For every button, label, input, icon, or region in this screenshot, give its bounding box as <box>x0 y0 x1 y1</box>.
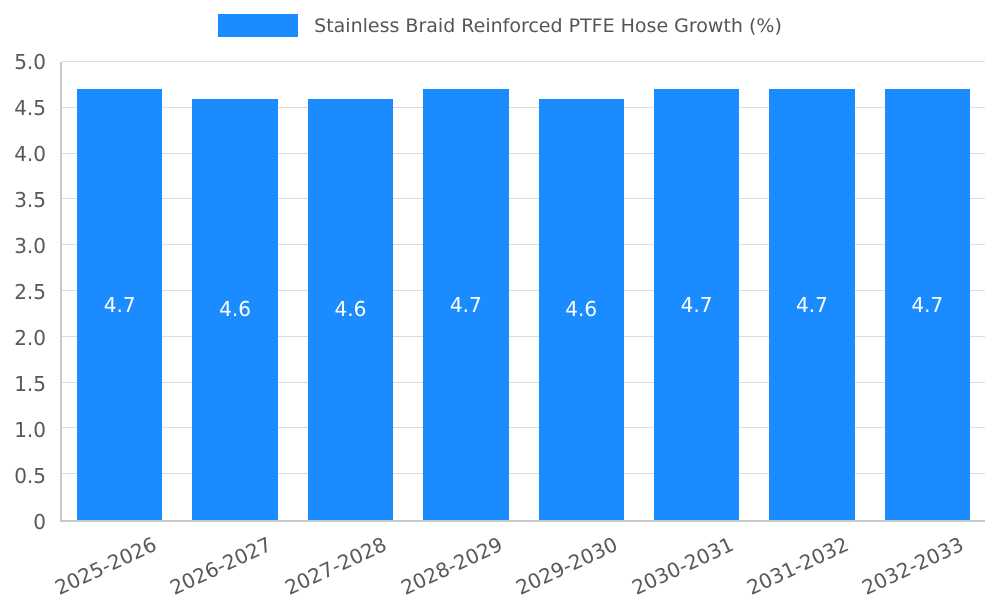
x-tick-label: 2031-2032 <box>743 532 853 600</box>
bar-value-label: 4.6 <box>565 297 598 322</box>
bar-value-label: 4.6 <box>219 297 251 322</box>
bars-container: 4.7 4.6 4.6 4.7 4.6 4.7 4.7 4.7 <box>62 62 985 520</box>
y-tick-label: 0 <box>33 510 46 534</box>
bar: 4.7 <box>884 89 970 520</box>
gridline <box>62 473 985 475</box>
y-tick-label: 3.5 <box>14 188 46 212</box>
y-tick-label: 4.0 <box>14 142 46 166</box>
gridline <box>62 335 985 337</box>
y-tick-label: 2.0 <box>14 326 46 350</box>
bar-value-label: 4.7 <box>449 292 482 317</box>
x-tick-cell: 2032-2033 <box>859 520 985 600</box>
x-tick-label: 2028-2029 <box>397 532 506 600</box>
gridline <box>62 198 985 200</box>
gridline <box>62 106 985 108</box>
gridline <box>62 381 985 383</box>
y-tick-label: 3.0 <box>14 234 46 258</box>
x-tick-label: 2026-2027 <box>166 532 276 600</box>
x-tick-label: 2030-2031 <box>627 532 737 600</box>
x-tick-label: 2027-2028 <box>281 532 391 600</box>
bar: 4.7 <box>769 89 855 520</box>
bar: 4.7 <box>423 89 509 520</box>
chart-legend: Stainless Braid Reinforced PTFE Hose Gro… <box>0 14 1000 37</box>
bar-value-label: 4.7 <box>796 292 828 317</box>
bar: 4.6 <box>538 98 624 520</box>
bar: 4.6 <box>192 98 278 520</box>
bar: 4.7 <box>653 89 740 520</box>
y-tick-label: 5.0 <box>14 50 46 74</box>
x-tick-cell: 2025-2026 <box>51 520 177 600</box>
gridline <box>62 290 985 291</box>
bar-value-label: 4.7 <box>103 292 136 317</box>
x-tick-cell: 2028-2029 <box>397 520 523 600</box>
bar-slot: 4.7 <box>870 62 985 520</box>
x-tick-label: 2032-2033 <box>858 532 968 600</box>
gridline <box>62 244 985 246</box>
y-axis: 0 0.5 1.0 1.5 2.0 2.5 3.0 3.5 4.0 4.5 5.0 <box>0 52 54 532</box>
x-tick-cell: 2030-2031 <box>628 520 754 600</box>
bar-slot: 4.6 <box>293 62 408 520</box>
bar-slot: 4.7 <box>408 62 523 520</box>
bar-value-label: 4.7 <box>911 292 944 317</box>
x-axis: 2025-2026 2026-2027 2027-2028 2028-2029 2029… <box>51 520 985 600</box>
x-tick-cell: 2027-2028 <box>282 520 408 600</box>
bar-slot: 4.7 <box>754 62 869 520</box>
bar-slot: 4.7 <box>62 62 177 520</box>
y-tick-label: 1.5 <box>14 372 46 396</box>
bar-slot: 4.6 <box>177 62 292 520</box>
gridline <box>62 427 985 429</box>
legend-swatch <box>218 14 299 37</box>
x-tick-cell: 2026-2027 <box>166 520 292 600</box>
bar-slot: 4.7 <box>639 62 754 520</box>
x-tick-label: 2029-2030 <box>512 532 622 600</box>
x-tick-cell: 2029-2030 <box>512 520 639 600</box>
gridline <box>62 152 985 154</box>
y-tick-label: 4.5 <box>14 96 46 120</box>
legend-label: Stainless Braid Reinforced PTFE Hose Gro… <box>314 14 782 37</box>
gridline <box>62 61 985 62</box>
plot-area: 4.7 4.6 4.6 4.7 4.6 4.7 4.7 4.7 2025-2026 2026-2… <box>51 61 985 600</box>
y-tick-label: 2.5 <box>14 280 46 304</box>
x-tick-label: 2025-2026 <box>50 532 160 600</box>
y-tick-label: 0.5 <box>14 464 46 488</box>
bar-value-label: 4.6 <box>334 297 367 322</box>
bar-value-label: 4.7 <box>680 292 713 317</box>
x-tick-cell: 2031-2032 <box>743 520 869 600</box>
y-tick-label: 1.0 <box>14 418 46 442</box>
bar-slot: 4.6 <box>524 62 639 520</box>
bar: 4.6 <box>307 98 394 520</box>
bar: 4.7 <box>77 89 163 520</box>
